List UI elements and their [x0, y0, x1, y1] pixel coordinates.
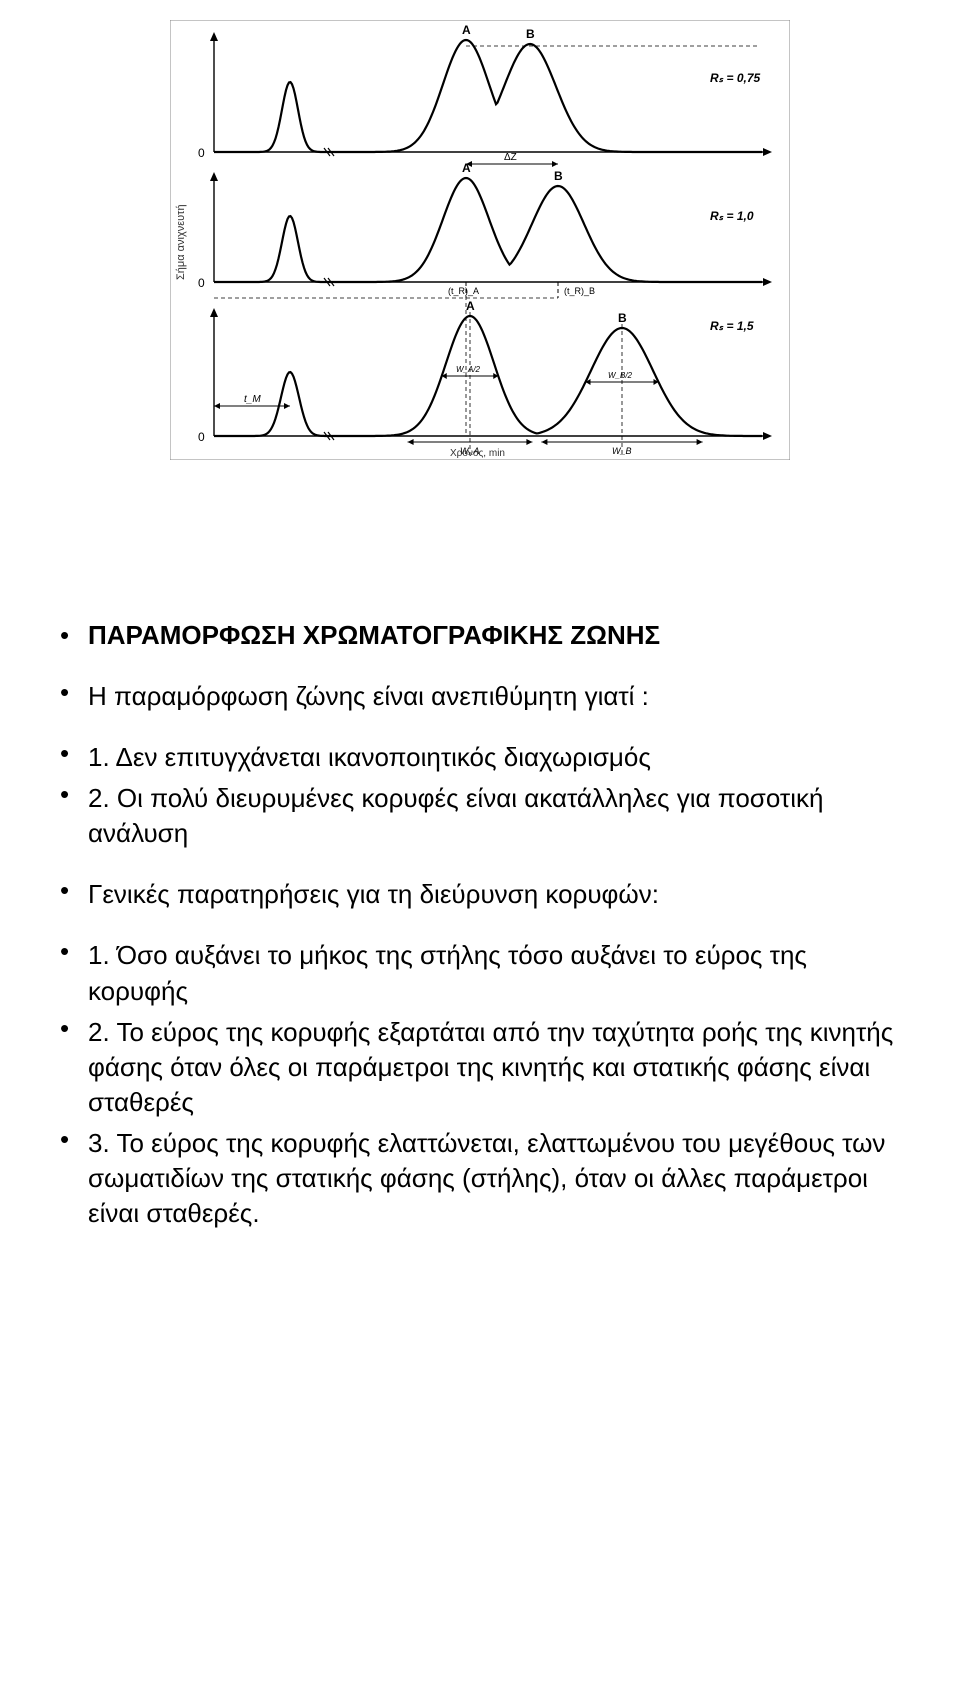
list-text: 2. Οι πολύ διευρυμένες κορυφές είναι ακα…: [88, 781, 900, 851]
list-num: 1.: [88, 940, 110, 970]
svg-text:B: B: [526, 27, 535, 41]
svg-text:ΔZ: ΔZ: [504, 152, 517, 163]
intro-text: Η παραμόρφωση ζώνης είναι ανεπιθύμητη γι…: [88, 679, 649, 714]
svg-text:B: B: [618, 311, 627, 325]
list-body: Το εύρος της κορυφής ελαττώνεται, ελαττω…: [88, 1128, 885, 1228]
heading-row: • ΠΑΡΑΜΟΡΦΩΣΗ ΧΡΩΜΑΤΟΓΡΑΦΙΚΗΣ ΖΩΝΗΣ: [60, 620, 900, 651]
list-num: 1.: [88, 742, 110, 772]
list-num: 2.: [88, 1017, 110, 1047]
list-body: Το εύρος της κορυφής εξαρτάται από την τ…: [88, 1017, 893, 1117]
figure-container: Σήμα ανιχνευτή 0 A B Rₛ = 0,75 0 A B Rₛ = 1,0 ΔZ (…: [60, 20, 900, 460]
bullet-icon: •: [60, 679, 88, 714]
bullet-icon: •: [60, 1126, 88, 1231]
page-heading: ΠΑΡΑΜΟΡΦΩΣΗ ΧΡΩΜΑΤΟΓΡΑΦΙΚΗΣ ΖΩΝΗΣ: [88, 620, 660, 651]
list-body: Δεν επιτυγχάνεται ικανοποιητικός διαχωρι…: [115, 742, 650, 772]
list-item-2: • 2. Οι πολύ διευρυμένες κορυφές είναι α…: [60, 781, 900, 851]
svg-text:0: 0: [198, 430, 205, 444]
svg-text:Rₛ = 0,75: Rₛ = 0,75: [710, 71, 761, 85]
list-num: 3.: [88, 1128, 110, 1158]
bullet-icon: •: [60, 740, 88, 775]
svg-text:Σήμα ανιχνευτή: Σήμα ανιχνευτή: [175, 204, 187, 280]
list-text: 1. Όσο αυξάνει το μήκος της στήλης τόσο …: [88, 938, 900, 1008]
list-text: 1. Δεν επιτυγχάνεται ικανοποιητικός διαχ…: [88, 740, 651, 775]
sub-item-2: • 2. Το εύρος της κορυφής εξαρτάται από …: [60, 1015, 900, 1120]
bullet-icon: •: [60, 877, 88, 912]
list-body: Όσο αυξάνει το μήκος της στήλης τόσο αυξ…: [88, 940, 807, 1005]
svg-text:A: A: [466, 299, 475, 313]
svg-text:W_A/2: W_A/2: [456, 365, 481, 374]
list-text: 3. Το εύρος της κορυφής ελαττώνεται, ελα…: [88, 1126, 900, 1231]
svg-text:Rₛ = 1,5: Rₛ = 1,5: [710, 319, 754, 333]
sub-intro-row: • Γενικές παρατηρήσεις για τη διεύρυνση …: [60, 877, 900, 912]
svg-text:A: A: [462, 23, 471, 37]
svg-text:(t_R)_B: (t_R)_B: [564, 286, 595, 296]
svg-text:(t_R)_A: (t_R)_A: [448, 286, 479, 296]
bullet-icon: •: [60, 938, 88, 1008]
svg-text:t_M: t_M: [244, 394, 261, 405]
svg-text:W_B: W_B: [612, 446, 632, 456]
sub-item-1: • 1. Όσο αυξάνει το μήκος της στήλης τόσ…: [60, 938, 900, 1008]
bullet-icon: •: [60, 1015, 88, 1120]
list-text: 2. Το εύρος της κορυφής εξαρτάται από τη…: [88, 1015, 900, 1120]
svg-text:W_B/2: W_B/2: [608, 371, 633, 380]
svg-text:0: 0: [198, 276, 205, 290]
bullet-icon: •: [60, 622, 88, 648]
svg-text:0: 0: [198, 146, 205, 160]
svg-text:Rₛ = 1,0: Rₛ = 1,0: [710, 209, 754, 223]
list-num: 2.: [88, 783, 110, 813]
list-body: Οι πολύ διευρυμένες κορυφές είναι ακατάλ…: [88, 783, 823, 848]
chromatogram-figure: Σήμα ανιχνευτή 0 A B Rₛ = 0,75 0 A B Rₛ = 1,0 ΔZ (…: [170, 20, 790, 460]
intro-row: • Η παραμόρφωση ζώνης είναι ανεπιθύμητη …: [60, 679, 900, 714]
list-item-1: • 1. Δεν επιτυγχάνεται ικανοποιητικός δι…: [60, 740, 900, 775]
sub-intro-text: Γενικές παρατηρήσεις για τη διεύρυνση κο…: [88, 877, 659, 912]
page: Σήμα ανιχνευτή 0 A B Rₛ = 0,75 0 A B Rₛ = 1,0 ΔZ (…: [0, 0, 960, 1297]
sub-item-3: • 3. Το εύρος της κορυφής ελαττώνεται, ε…: [60, 1126, 900, 1231]
bullet-icon: •: [60, 781, 88, 851]
svg-text:B: B: [554, 169, 563, 183]
svg-text:Χρόνος, min: Χρόνος, min: [450, 447, 505, 459]
